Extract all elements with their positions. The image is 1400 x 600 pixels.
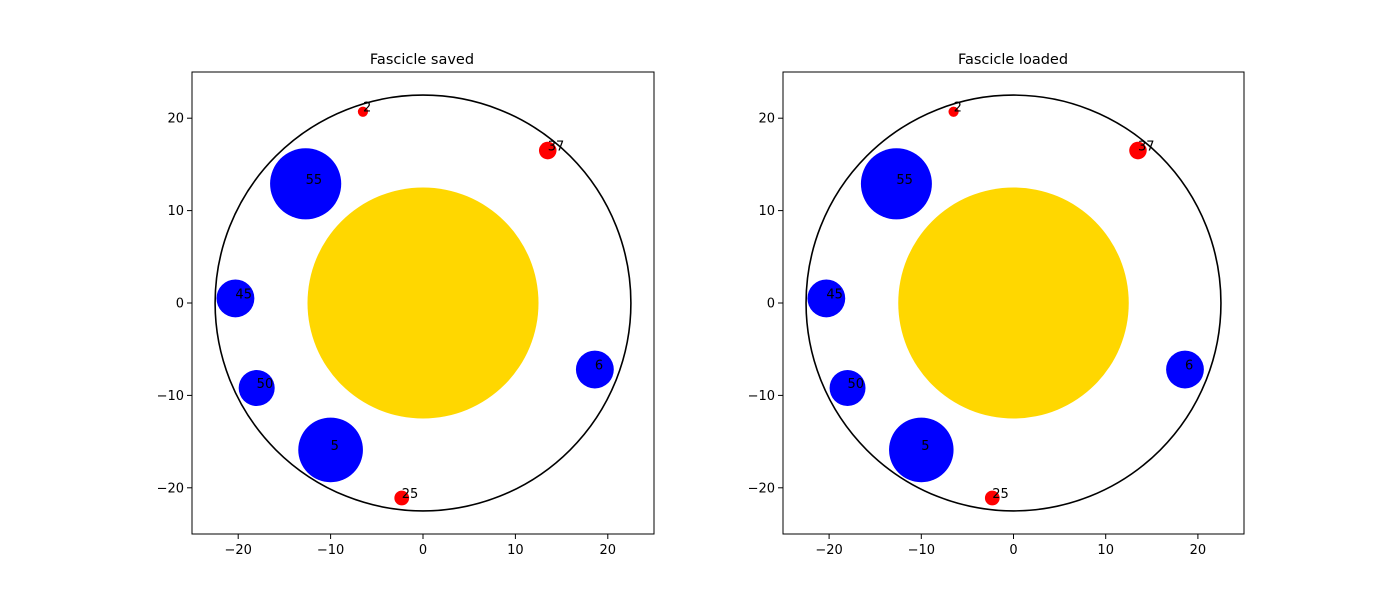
fascicle-circle-25 xyxy=(984,490,1000,506)
y-tick-label: 0 xyxy=(767,297,775,312)
outer-boundary-circle xyxy=(214,94,632,512)
fascicle-label: 55 xyxy=(896,173,913,188)
x-tick-label: 10 xyxy=(1097,543,1114,558)
x-axis: −20 −10 0 10 20 xyxy=(815,534,1206,558)
fascicle-label: 50 xyxy=(848,377,865,392)
fascicle-label: 25 xyxy=(992,487,1009,502)
fascicle-label: 50 xyxy=(257,377,274,392)
inner-circle xyxy=(898,187,1129,419)
fascicle-circle-55 xyxy=(270,148,342,220)
y-axis: −20 −10 0 10 20 xyxy=(157,112,192,496)
y-tick-label: −10 xyxy=(748,389,775,404)
y-tick-label: 10 xyxy=(758,204,775,219)
x-tick-label: 0 xyxy=(1009,543,1017,558)
fascicle-circle-2 xyxy=(357,106,369,117)
fascicle-label: 2 xyxy=(954,101,962,116)
fascicle-circle-50 xyxy=(238,369,275,407)
fascicle-label: 5 xyxy=(921,439,929,454)
x-tick-label: 10 xyxy=(507,543,524,558)
y-axis: −20 −10 0 10 20 xyxy=(748,112,783,496)
subplot-saved: Fascicle saved 2 37 55 45 6 50 5 25 −20 −10 0 10 20… xyxy=(157,52,655,558)
y-tick-label: 10 xyxy=(167,204,184,219)
fascicle-circle-6 xyxy=(1166,350,1204,389)
fascicle-circle-6 xyxy=(575,350,614,389)
subplot-loaded: Fascicle loaded 2 37 55 45 6 50 5 25 −20 −10 0 10 2… xyxy=(748,52,1245,558)
inner-circle xyxy=(307,187,539,419)
x-tick-label: 20 xyxy=(600,543,617,558)
fascicle-label: 37 xyxy=(548,140,565,155)
y-tick-label: 20 xyxy=(758,112,775,127)
subplot-title: Fascicle saved xyxy=(370,52,474,68)
x-axis: −20 −10 0 10 20 xyxy=(224,534,616,558)
y-tick-label: 0 xyxy=(176,297,184,312)
fascicle-label: 45 xyxy=(826,287,843,302)
x-tick-label: −10 xyxy=(317,543,344,558)
fascicle-label: 5 xyxy=(331,439,339,454)
fascicle-label: 6 xyxy=(595,359,603,374)
fascicle-label: 55 xyxy=(306,173,323,188)
fascicle-circle-25 xyxy=(394,490,410,506)
fascicle-label: 37 xyxy=(1138,140,1155,155)
fascicle-circle-55 xyxy=(860,148,932,220)
y-tick-label: −20 xyxy=(748,481,775,496)
fascicle-circle-2 xyxy=(948,106,959,117)
fascicle-circle-45 xyxy=(807,279,846,318)
fascicle-circle-5 xyxy=(889,417,954,483)
x-tick-label: −20 xyxy=(224,543,251,558)
y-tick-label: 20 xyxy=(167,112,184,127)
fascicle-label: 6 xyxy=(1185,359,1193,374)
plot-area: 2 37 55 45 6 50 5 25 xyxy=(805,94,1222,512)
fascicle-circle-37 xyxy=(538,141,557,160)
y-tick-label: −20 xyxy=(157,481,184,496)
fascicle-circle-45 xyxy=(216,279,255,318)
fascicle-label: 45 xyxy=(235,287,252,302)
x-tick-label: 0 xyxy=(419,543,427,558)
x-tick-label: −20 xyxy=(815,543,842,558)
y-tick-label: −10 xyxy=(157,389,184,404)
fascicle-circle-50 xyxy=(829,369,866,407)
x-tick-label: 20 xyxy=(1190,543,1207,558)
x-tick-label: −10 xyxy=(908,543,935,558)
outer-boundary-circle xyxy=(805,94,1222,512)
subplot-title: Fascicle loaded xyxy=(958,52,1068,68)
fascicle-label: 25 xyxy=(402,487,419,502)
fascicle-label: 2 xyxy=(363,101,371,116)
plot-area: 2 37 55 45 6 50 5 25 xyxy=(214,94,632,512)
fascicle-circle-37 xyxy=(1129,141,1147,160)
fascicle-circle-5 xyxy=(298,417,363,483)
